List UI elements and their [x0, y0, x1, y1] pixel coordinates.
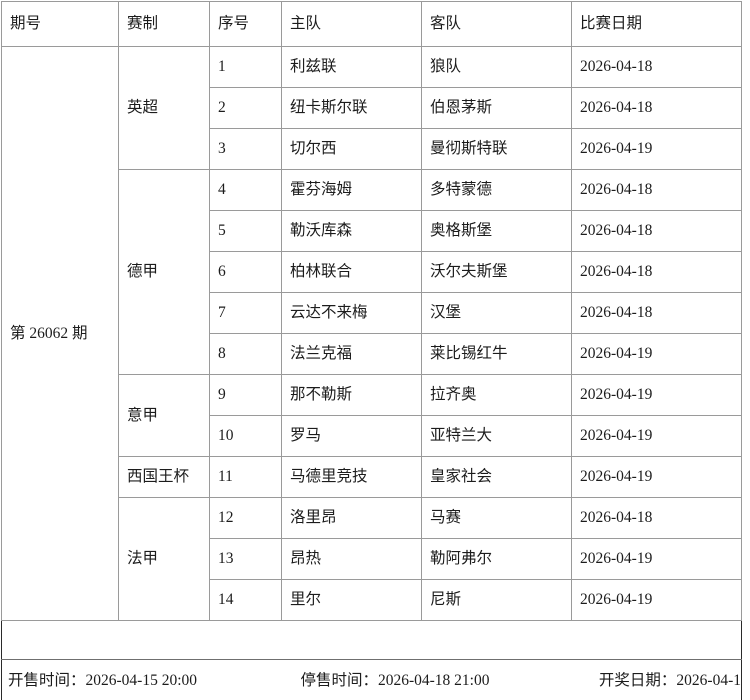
draw-date: 开奖日期：2026-04-1: [598, 672, 741, 690]
table-row: 14 里尔 尼斯 2026-04-19: [2, 579, 742, 621]
league-cell: 英超: [118, 46, 210, 170]
cell-seq: 8: [209, 333, 282, 375]
column-header-date: 比赛日期: [571, 1, 742, 47]
cell-away: 汉堡: [421, 292, 572, 334]
table-row: 西国王杯 11 马德里竞技 皇家社会 2026-04-19: [2, 456, 742, 498]
cell-seq: 1: [209, 46, 282, 88]
league-cell: 西国王杯: [118, 456, 210, 498]
table-body: 第 26062 期英超 1 利兹联 狼队 2026-04-18 2 纽卡斯尔联 伯恩茅斯 202…: [1, 46, 742, 700]
footer-info-strip: 开售时间：2026-04-15 20:00 停售时间：2026-04-18 21:…: [3, 661, 741, 700]
cell-home: 利兹联: [281, 46, 422, 88]
cell-away: 沃尔夫斯堡: [421, 251, 572, 293]
table-row: 3 切尔西 曼彻斯特联 2026-04-19: [2, 128, 742, 170]
cell-home: 柏林联合: [281, 251, 422, 293]
cell-home: 那不勒斯: [281, 374, 422, 416]
table-row: 意甲 9 那不勒斯 拉齐奥 2026-04-19: [2, 374, 742, 457]
cell-date: 2026-04-18: [571, 169, 742, 211]
cell-seq: 10: [209, 415, 282, 457]
cell-home: 法兰克福: [281, 333, 422, 375]
cell-seq: 14: [209, 579, 282, 621]
spacer-row: [1, 620, 742, 660]
column-header-league: 赛制: [118, 1, 210, 47]
cell-seq: 11: [209, 456, 282, 498]
cell-seq: 3: [209, 128, 282, 170]
cell-away: 拉齐奥: [421, 374, 572, 416]
column-header-away: 客队: [421, 1, 572, 47]
cell-away: 马赛: [421, 497, 572, 539]
column-header-period: 期号: [1, 1, 119, 47]
cell-away: 曼彻斯特联: [421, 128, 572, 170]
table-row: 2 纽卡斯尔联 伯恩茅斯 2026-04-18: [2, 87, 742, 129]
cell-seq: 13: [209, 538, 282, 580]
cell-date: 2026-04-19: [571, 538, 742, 580]
cell-date: 2026-04-19: [571, 415, 742, 457]
cell-home: 里尔: [281, 579, 422, 621]
cell-home: 云达不来梅: [281, 292, 422, 334]
cell-home: 勒沃库森: [281, 210, 422, 252]
cell-seq: 12: [209, 497, 282, 539]
cell-away: 尼斯: [421, 579, 572, 621]
cell-date: 2026-04-18: [571, 210, 742, 252]
footer-cell: 开售时间：2026-04-15 20:00 停售时间：2026-04-18 21:…: [1, 659, 742, 700]
table-header: 期号 赛制 序号 主队 客队 比赛日期: [1, 1, 742, 47]
cell-away: 勒阿弗尔: [421, 538, 572, 580]
cell-date: 2026-04-18: [571, 251, 742, 293]
cell-date: 2026-04-19: [571, 374, 742, 416]
cell-date: 2026-04-18: [571, 497, 742, 539]
cell-away: 伯恩茅斯: [421, 87, 572, 129]
cell-away: 莱比锡红牛: [421, 333, 572, 375]
league-cell: 意甲: [118, 374, 210, 457]
table-row: 13 昂热 勒阿弗尔 2026-04-19: [2, 538, 742, 580]
cell-home: 纽卡斯尔联: [281, 87, 422, 129]
cell-seq: 7: [209, 292, 282, 334]
column-header-home: 主队: [281, 1, 422, 47]
cell-home: 霍芬海姆: [281, 169, 422, 211]
table-row: 第 26062 期英超 1 利兹联 狼队 2026-04-18: [1, 46, 742, 621]
table-row: 法甲 12 洛里昂 马赛 2026-04-18: [2, 497, 742, 621]
cell-away: 亚特兰大: [421, 415, 572, 457]
cell-home: 切尔西: [281, 128, 422, 170]
sale-stop-time: 停售时间：2026-04-18 21:00: [300, 672, 490, 690]
cell-seq: 2: [209, 87, 282, 129]
cell-seq: 6: [209, 251, 282, 293]
cell-seq: 9: [209, 374, 282, 416]
cell-date: 2026-04-18: [571, 46, 742, 88]
cell-home: 马德里竞技: [281, 456, 422, 498]
cell-home: 昂热: [281, 538, 422, 580]
column-header-seq: 序号: [209, 1, 282, 47]
cell-away: 多特蒙德: [421, 169, 572, 211]
cell-away: 狼队: [421, 46, 572, 88]
league-cell: 法甲: [118, 497, 210, 621]
cell-date: 2026-04-19: [571, 128, 742, 170]
cell-away: 皇家社会: [421, 456, 572, 498]
header-row: 期号 赛制 序号 主队 客队 比赛日期: [1, 1, 742, 47]
spacer-cell: [1, 620, 742, 660]
cell-date: 2026-04-19: [571, 456, 742, 498]
cell-away: 奥格斯堡: [421, 210, 572, 252]
table-row: 8 法兰克福 莱比锡红牛 2026-04-19: [2, 333, 742, 375]
period-cell: 第 26062 期: [1, 46, 119, 621]
cell-seq: 5: [209, 210, 282, 252]
table-row: 5 勒沃库森 奥格斯堡 2026-04-18: [2, 210, 742, 252]
cell-date: 2026-04-18: [571, 87, 742, 129]
table-row: 7 云达不来梅 汉堡 2026-04-18: [2, 292, 742, 334]
cell-home: 罗马: [281, 415, 422, 457]
cell-date: 2026-04-19: [571, 333, 742, 375]
cell-home: 洛里昂: [281, 497, 422, 539]
table-row: 6 柏林联合 沃尔夫斯堡 2026-04-18: [2, 251, 742, 293]
table-row: 德甲 4 霍芬海姆 多特蒙德 2026-04-18: [2, 169, 742, 375]
cell-date: 2026-04-18: [571, 292, 742, 334]
league-cell: 德甲: [118, 169, 210, 375]
footer-row: 开售时间：2026-04-15 20:00 停售时间：2026-04-18 21:…: [1, 659, 742, 700]
sale-start-time: 开售时间：2026-04-15 20:00: [8, 672, 198, 690]
table-row: 10 罗马 亚特兰大 2026-04-19: [2, 415, 742, 457]
cell-date: 2026-04-19: [571, 579, 742, 621]
cell-seq: 4: [209, 169, 282, 211]
